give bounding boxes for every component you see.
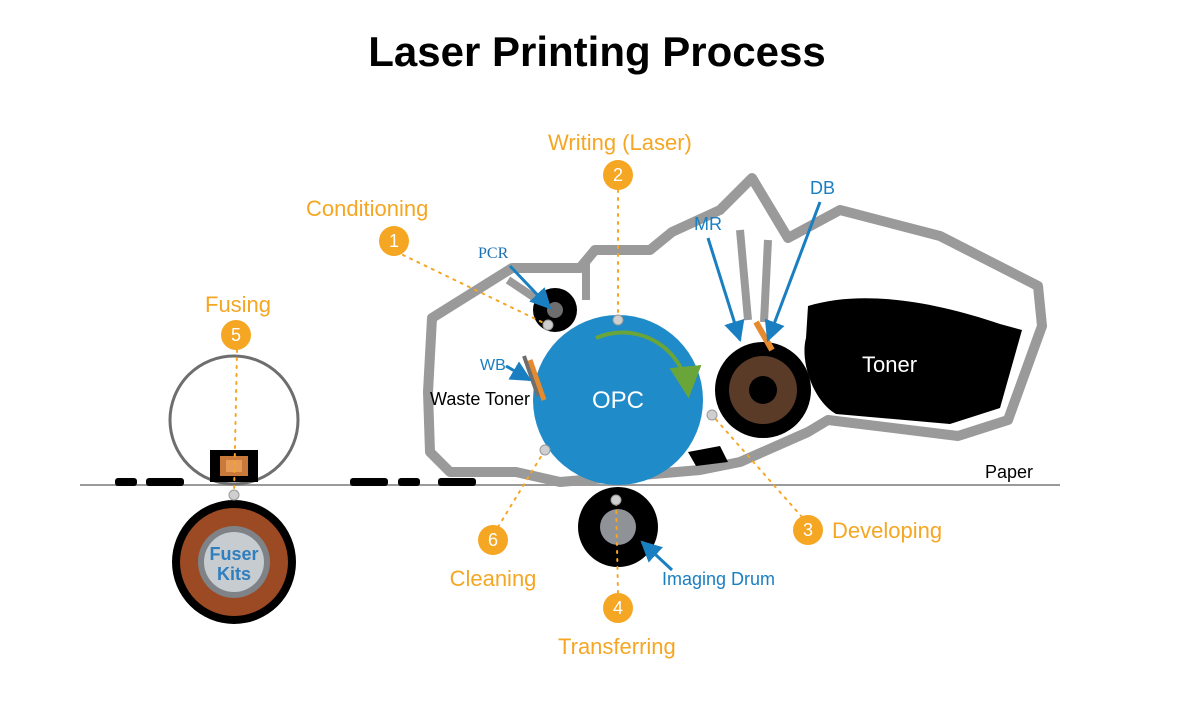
waste-toner-label: Waste Toner [430,389,530,409]
step-2-label: Writing (Laser) [548,130,692,155]
step-5-label: Fusing [205,292,271,317]
step-2-circle: 2 [603,160,633,190]
step-6-circle: 6 [478,525,508,555]
step-6-label: Cleaning [450,566,537,591]
svg-text:1: 1 [389,231,399,251]
pcr-roller [533,288,577,332]
imaging-drum-label: Imaging Drum [662,569,775,589]
diagram-svg: Paper OPC Waste Toner Toner Fuser Kits P… [0,0,1194,721]
svg-text:6: 6 [488,530,498,550]
fuser-kits-line2: Kits [217,564,251,584]
fuser-kits-line1: Fuser [209,544,258,564]
wb-label: WB [480,357,506,374]
opc-label: OPC [592,387,644,414]
paper-label: Paper [985,462,1033,482]
step-5-circle: 5 [221,320,251,350]
pcr-label: PCR [478,245,509,262]
toner-label: Toner [862,352,917,377]
step-4-label: Transferring [558,634,676,659]
diagram-stage: Laser Printing Process [0,0,1194,721]
toner-roller [715,342,811,438]
svg-text:2: 2 [613,165,623,185]
step-4-circle: 4 [603,593,633,623]
svg-text:5: 5 [231,325,241,345]
step-3-label: Developing [832,518,942,543]
db-label: DB [810,178,835,198]
mr-label: MR [694,214,722,234]
svg-text:3: 3 [803,520,813,540]
svg-text:4: 4 [613,598,623,618]
step-1-circle: 1 [379,226,409,256]
step-1-label: Conditioning [306,196,428,221]
step-3-circle: 3 [793,515,823,545]
